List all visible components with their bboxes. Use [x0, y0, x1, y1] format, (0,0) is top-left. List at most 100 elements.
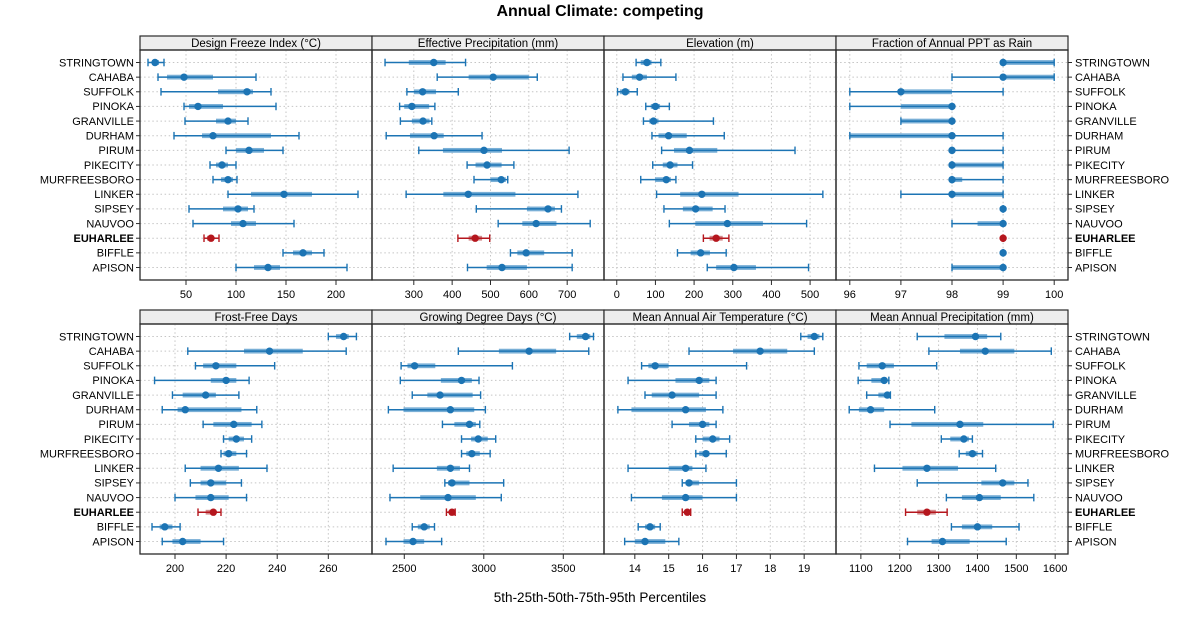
- interval-elevation-m-durham: [651, 131, 725, 140]
- interval-mean-annual-air-temperature-c-durham: [617, 405, 724, 414]
- interval-mean-annual-air-temperature-c-euharlee: [681, 508, 692, 517]
- interval-mean-annual-precipitation-mm-linker: [873, 464, 997, 473]
- median-dot: [207, 479, 215, 487]
- strip-label-frost-free-days: Frost-Free Days: [214, 312, 297, 324]
- interval-effective-precipitation-mm-durham: [385, 131, 483, 140]
- interval-mean-annual-precipitation-mm-pirum: [889, 420, 1054, 429]
- median-dot: [702, 449, 710, 458]
- interval-elevation-m-nauvoo: [668, 219, 808, 228]
- median-dot: [975, 493, 984, 502]
- interval-mean-annual-precipitation-mm-cahaba: [928, 347, 1052, 355]
- median-dot: [649, 117, 658, 125]
- median-dot: [222, 376, 230, 385]
- median-dot: [866, 406, 875, 414]
- station-label-right-bottom-pinoka: PINOKA: [1075, 375, 1117, 387]
- interval-design-freeze-index-c-apison: [235, 263, 348, 272]
- interval-design-freeze-index-c-granville: [184, 117, 249, 125]
- median-dot: [999, 234, 1007, 242]
- median-dot: [339, 332, 348, 341]
- station-label-left-top-sipsey: SIPSEY: [94, 204, 134, 216]
- median-dot: [430, 58, 438, 67]
- interval-growing-degree-days-c-nauvoo: [389, 493, 502, 502]
- station-label-right-top-pinoka: PINOKA: [1075, 101, 1117, 113]
- median-dot: [243, 88, 251, 96]
- median-dot: [880, 376, 888, 385]
- median-dot: [948, 175, 956, 184]
- axis-tick-label: 14: [629, 563, 641, 575]
- station-label-left-bottom-biffle: BIFFLE: [97, 522, 134, 534]
- median-dot: [681, 406, 690, 414]
- axis-tick-label: 19: [798, 563, 810, 575]
- median-dot: [151, 58, 159, 67]
- station-label-right-bottom-durham: DURHAM: [1075, 405, 1123, 417]
- station-label-left-bottom-suffolk: SUFFOLK: [83, 361, 134, 373]
- median-dot: [696, 249, 705, 257]
- interval-mean-annual-air-temperature-c-pinoka: [627, 376, 717, 385]
- interval-fraction-of-annual-ppt-as-rain-granville: [900, 117, 956, 125]
- strip-label-effective-precipitation-mm: Effective Precipitation (mm): [418, 38, 559, 50]
- interval-fraction-of-annual-ppt-as-rain-apison: [951, 263, 1007, 272]
- median-dot: [730, 263, 738, 272]
- median-dot: [212, 362, 220, 370]
- interval-fraction-of-annual-ppt-as-rain-linker: [900, 190, 1004, 199]
- interval-mean-annual-precipitation-mm-euharlee: [904, 508, 948, 517]
- interval-effective-precipitation-mm-pikecity: [466, 161, 515, 169]
- median-dot: [299, 249, 307, 257]
- median-dot: [581, 332, 590, 341]
- interval-frost-free-days-linker: [184, 464, 268, 473]
- interval-mean-annual-air-temperature-c-murfreesboro: [695, 449, 727, 458]
- interval-effective-precipitation-mm-murfreesboro: [473, 175, 509, 184]
- median-dot: [480, 146, 488, 155]
- interval-frost-free-days-pinoka: [153, 376, 250, 385]
- median-dot: [209, 132, 217, 140]
- median-dot: [207, 493, 215, 502]
- median-dot: [999, 219, 1007, 228]
- interval-mean-annual-air-temperature-c-stringtown: [800, 332, 824, 341]
- median-dot: [681, 493, 690, 502]
- station-label-right-bottom-apison: APISON: [1075, 536, 1117, 548]
- axis-tick-label: 100: [227, 289, 245, 301]
- axis-tick-label: 50: [180, 289, 192, 301]
- median-dot: [999, 205, 1007, 213]
- interval-elevation-m-sipsey: [663, 205, 726, 213]
- interval-fraction-of-annual-ppt-as-rain-sipsey: [999, 205, 1007, 213]
- median-dot: [446, 406, 455, 414]
- interval-mean-annual-air-temperature-c-apison: [623, 537, 680, 546]
- station-label-right-bottom-granville: GRANVILLE: [1075, 390, 1137, 402]
- station-label-left-top-durham: DURHAM: [86, 131, 134, 143]
- station-label-right-bottom-cahaba: CAHABA: [1075, 346, 1121, 358]
- median-dot: [683, 508, 692, 516]
- station-label-left-bottom-nauvoo: NAUVOO: [86, 492, 134, 504]
- axis-tick-label: 1500: [1004, 563, 1028, 575]
- median-dot: [810, 332, 819, 341]
- interval-elevation-m-suffolk: [616, 87, 638, 96]
- median-dot: [209, 508, 218, 516]
- axis-tick-label: 15: [663, 563, 675, 575]
- interval-frost-free-days-cahaba: [187, 347, 347, 355]
- median-dot: [436, 391, 444, 399]
- interval-elevation-m-cahaba: [622, 73, 677, 81]
- axis-tick-label: 260: [319, 563, 337, 575]
- median-dot: [646, 523, 654, 531]
- x-axis-caption: 5th-25th-50th-75th-95th Percentiles: [493, 590, 707, 605]
- axis-tick-label: 97: [895, 289, 907, 301]
- strip-label-growing-degree-days-c: Growing Degree Days (°C): [420, 312, 557, 324]
- interval-growing-degree-days-c-apison: [385, 537, 443, 546]
- median-dot: [981, 347, 989, 355]
- median-dot: [420, 523, 428, 531]
- interval-design-freeze-index-c-murfreesboro: [212, 175, 238, 184]
- axis-tick-label: 200: [685, 289, 703, 301]
- strip-label-mean-annual-air-temperature-c: Mean Annual Air Temperature (°C): [632, 312, 807, 324]
- axis-tick-label: 0: [614, 289, 620, 301]
- axis-tick-label: 600: [520, 289, 538, 301]
- median-dot: [923, 464, 931, 472]
- station-label-left-top-pirum: PIRUM: [99, 145, 134, 157]
- median-dot: [448, 508, 456, 516]
- interval-effective-precipitation-mm-nauvoo: [497, 219, 591, 228]
- strip-label-design-freeze-index-c: Design Freeze Index (°C): [191, 38, 321, 50]
- station-label-right-bottom-pikecity: PIKECITY: [1075, 434, 1126, 446]
- axis-tick-label: 400: [443, 289, 461, 301]
- median-dot: [695, 376, 703, 385]
- median-dot: [999, 73, 1007, 81]
- axis-tick-label: 1200: [887, 563, 911, 575]
